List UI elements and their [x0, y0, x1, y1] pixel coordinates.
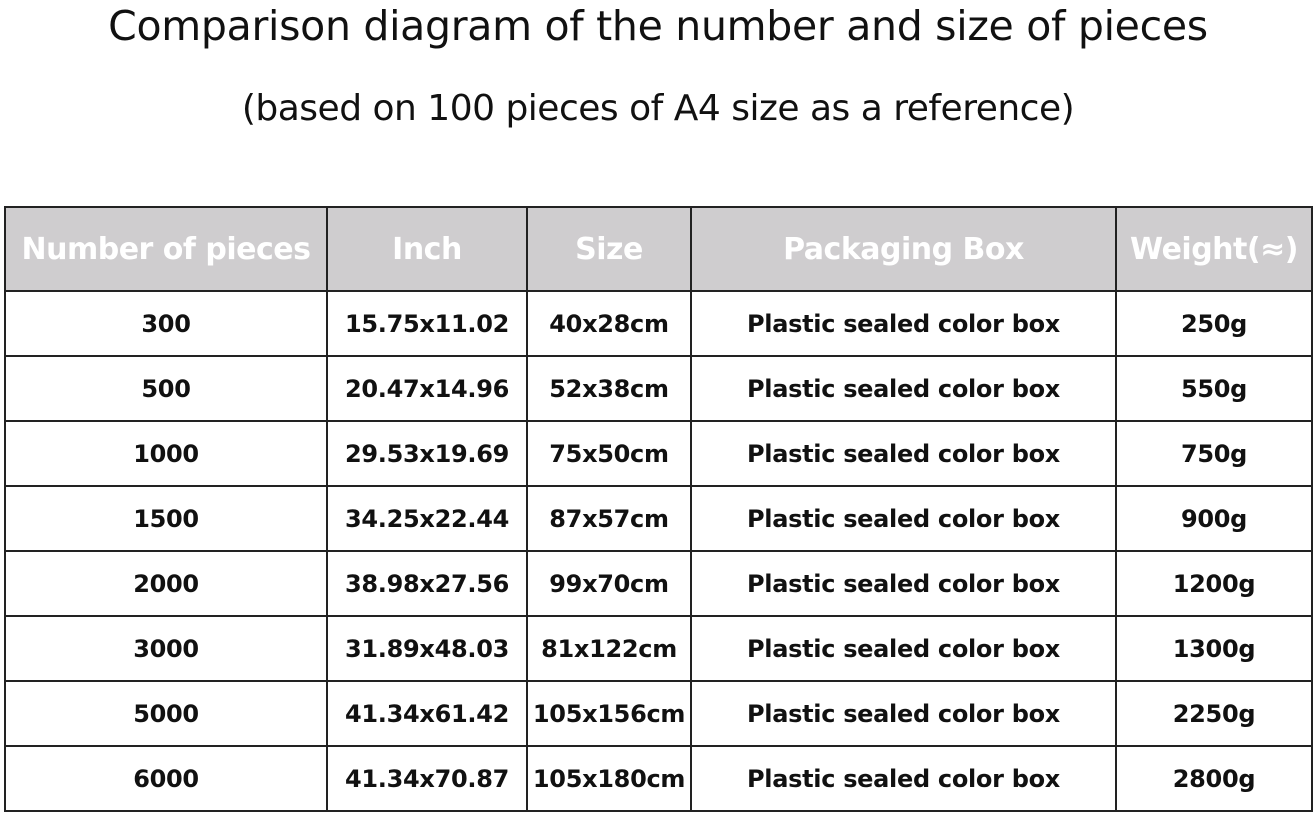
- table-cell: 34.25x22.44: [326, 485, 528, 552]
- column-header: Number of pieces: [4, 206, 328, 292]
- table-cell: 41.34x61.42: [326, 680, 528, 747]
- table-cell: 52x38cm: [526, 355, 692, 422]
- table-cell: 1500: [4, 485, 328, 552]
- page-subtitle: (based on 100 pieces of A4 size as a ref…: [241, 88, 1075, 129]
- table-cell: 250g: [1115, 290, 1313, 357]
- table-row: 1500 34.25x22.44 87x57cm Plastic sealed col…: [4, 485, 1313, 552]
- table-cell: 99x70cm: [526, 550, 692, 617]
- table-cell: Plastic sealed color box: [690, 615, 1117, 682]
- table-cell: 105x180cm: [526, 745, 692, 812]
- table-cell: 20.47x14.96: [326, 355, 528, 422]
- table-cell: 5000: [4, 680, 328, 747]
- table-cell: 300: [4, 290, 328, 357]
- table-cell: 2800g: [1115, 745, 1313, 812]
- comparison-table: Number of pieces Inch Size Packaging Box Wei…: [4, 206, 1313, 812]
- table-cell: 41.34x70.87: [326, 745, 528, 812]
- table-row: 500 20.47x14.96 52x38cm Plastic sealed colo…: [4, 355, 1313, 422]
- page-title: Comparison diagram of the number and siz…: [108, 2, 1208, 50]
- table-cell: 6000: [4, 745, 328, 812]
- table-cell: 2000: [4, 550, 328, 617]
- table-cell: 87x57cm: [526, 485, 692, 552]
- table-cell: 81x122cm: [526, 615, 692, 682]
- table-cell: 500: [4, 355, 328, 422]
- table-row: 5000 41.34x61.42 105x156cm Plastic sealed c…: [4, 680, 1313, 747]
- table-body: 300 15.75x11.02 40x28cm Plastic sealed colo…: [4, 290, 1313, 812]
- table-cell: 2250g: [1115, 680, 1313, 747]
- table-cell: Plastic sealed color box: [690, 485, 1117, 552]
- table-cell: 38.98x27.56: [326, 550, 528, 617]
- table-cell: 750g: [1115, 420, 1313, 487]
- table-cell: 1300g: [1115, 615, 1313, 682]
- table-cell: Plastic sealed color box: [690, 550, 1117, 617]
- table-row: 2000 38.98x27.56 99x70cm Plastic sealed col…: [4, 550, 1313, 617]
- table-cell: 31.89x48.03: [326, 615, 528, 682]
- table-cell: Plastic sealed color box: [690, 355, 1117, 422]
- table-cell: 29.53x19.69: [326, 420, 528, 487]
- table-cell: Plastic sealed color box: [690, 290, 1117, 357]
- table-cell: 1200g: [1115, 550, 1313, 617]
- table-cell: 3000: [4, 615, 328, 682]
- table-cell: Plastic sealed color box: [690, 420, 1117, 487]
- table-row: 6000 41.34x70.87 105x180cm Plastic sealed c…: [4, 745, 1313, 812]
- column-header: Packaging Box: [690, 206, 1117, 292]
- column-header: Weight(≈): [1115, 206, 1313, 292]
- table-cell: 105x156cm: [526, 680, 692, 747]
- column-header: Size: [526, 206, 692, 292]
- table-row: 300 15.75x11.02 40x28cm Plastic sealed colo…: [4, 290, 1313, 357]
- table-cell: 550g: [1115, 355, 1313, 422]
- table-cell: 15.75x11.02: [326, 290, 528, 357]
- table-header-row: Number of pieces Inch Size Packaging Box Wei…: [4, 206, 1313, 292]
- table-cell: Plastic sealed color box: [690, 680, 1117, 747]
- table-row: 1000 29.53x19.69 75x50cm Plastic sealed col…: [4, 420, 1313, 487]
- column-header: Inch: [326, 206, 528, 292]
- table-cell: Plastic sealed color box: [690, 745, 1117, 812]
- table-cell: 1000: [4, 420, 328, 487]
- table-cell: 75x50cm: [526, 420, 692, 487]
- table-cell: 900g: [1115, 485, 1313, 552]
- table-row: 3000 31.89x48.03 81x122cm Plastic sealed co…: [4, 615, 1313, 682]
- table-cell: 40x28cm: [526, 290, 692, 357]
